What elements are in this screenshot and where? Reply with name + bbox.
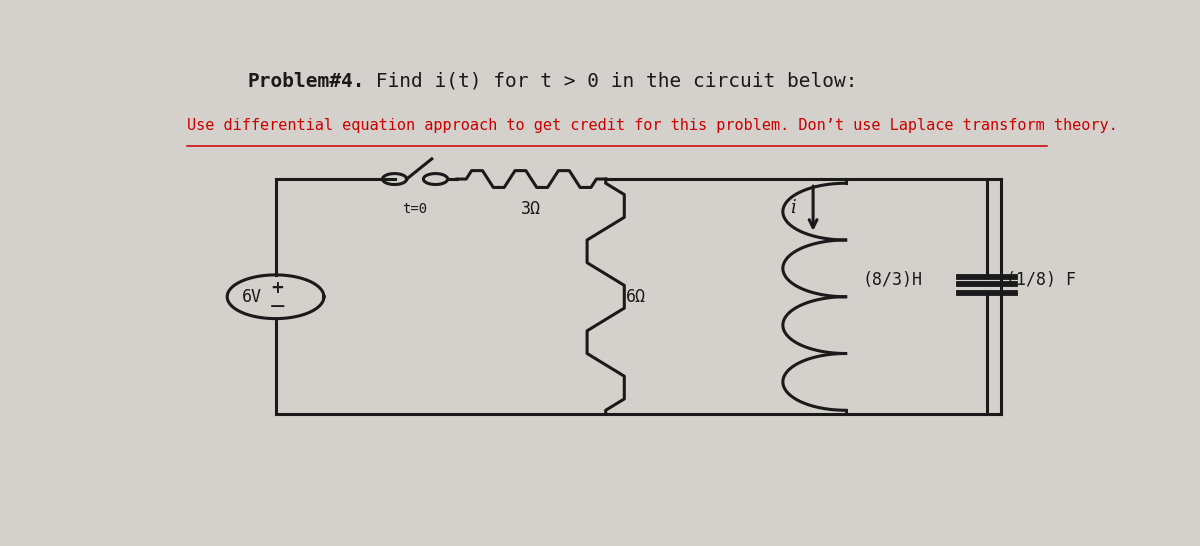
- Text: Use differential equation approach to get credit for this problem. Don’t use Lap: Use differential equation approach to ge…: [187, 118, 1118, 133]
- Text: i: i: [790, 199, 796, 217]
- Text: (1/8) F: (1/8) F: [1006, 271, 1075, 289]
- Text: −: −: [269, 297, 286, 317]
- Text: +: +: [270, 278, 284, 296]
- Text: 6Ω: 6Ω: [626, 288, 646, 306]
- Text: Problem#4.: Problem#4.: [247, 72, 365, 91]
- Text: Find i(t) for t > 0 in the circuit below:: Find i(t) for t > 0 in the circuit below…: [364, 72, 857, 91]
- Text: 6V: 6V: [241, 288, 262, 306]
- Text: t=0: t=0: [402, 202, 427, 216]
- Text: 3Ω: 3Ω: [521, 200, 541, 218]
- Text: (8/3)H: (8/3)H: [863, 271, 923, 289]
